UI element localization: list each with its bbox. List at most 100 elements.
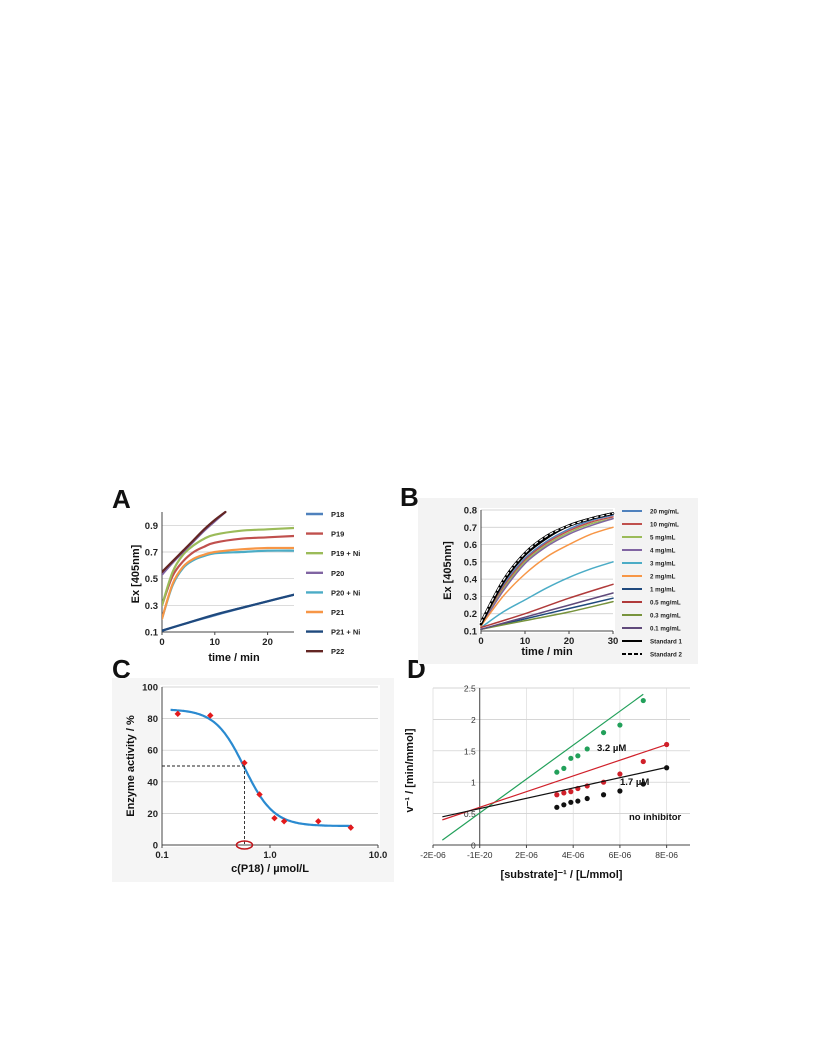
y-tick-label: 0: [471, 841, 476, 851]
series-line-1: [162, 534, 294, 607]
x-tick-label: 6E-06: [609, 850, 632, 860]
series-line-6: [162, 593, 294, 632]
x-tick-label: 8E-06: [655, 850, 678, 860]
y-tick-label: 0.3: [464, 592, 477, 603]
fit-line-0: [441, 693, 644, 841]
legend-label-6: P21 + Ni: [331, 628, 360, 637]
series-line-3: [480, 517, 614, 627]
ic50-marker: [235, 840, 254, 850]
data-point-0-4: [584, 746, 590, 752]
fit-line-1: [442, 743, 667, 821]
legend-label-5: P21: [331, 608, 344, 617]
data-point-2-3: [575, 798, 581, 804]
y-tick-label: 60: [147, 746, 158, 757]
data-point-5: [280, 818, 288, 825]
data-point-1-6: [617, 771, 623, 777]
data-point-2-1: [561, 802, 567, 808]
y-tick-label: 0.4: [464, 575, 478, 586]
x-tick-label: 4E-06: [562, 850, 585, 860]
legend-label-7: P22: [331, 647, 344, 656]
series-line-7: [480, 583, 614, 629]
series-line-7: [162, 510, 227, 574]
y-tick-label: 0.5: [464, 809, 476, 819]
data-point-2-8: [664, 765, 670, 771]
chart-c: 0.1 1.0 10.0 0 20 40 60 80 100 c(P18) / µmol/L Enz…: [112, 678, 394, 882]
y-tick-label: 0.7: [145, 548, 158, 559]
data-point-0-2: [568, 755, 574, 761]
data-point-2-5: [600, 792, 607, 798]
data-point-0: [174, 710, 181, 718]
series-line-2: [480, 517, 614, 627]
data-point-1: [207, 712, 214, 719]
series-line-8: [480, 600, 614, 631]
data-point-1-7: [640, 758, 646, 765]
legend-label-4: P20 + Ni: [331, 588, 360, 597]
y-axis-label: v⁻¹ / [min/mmol]: [404, 728, 416, 812]
legend-label-2: 5 mg/mL: [650, 534, 676, 541]
series-group: [162, 510, 294, 632]
series-line-9: [480, 592, 614, 631]
data-point-1-0: [554, 792, 560, 798]
y-tick-label: 20: [147, 809, 158, 820]
y-tick-label: 0.2: [464, 609, 477, 620]
plot-area: [160, 510, 296, 634]
x-tick-label: 0: [159, 637, 164, 648]
x-tick-label: 20: [564, 636, 575, 647]
x-tick-label: 10.0: [369, 850, 388, 861]
fit-curve: [170, 708, 352, 828]
panel-letter-c: C: [112, 654, 131, 684]
legend-label-3: P20: [331, 569, 344, 578]
y-tick-label: 40: [147, 777, 158, 788]
x-tick-label: 2E-06: [515, 850, 538, 860]
x-tick-label: -1E-20: [467, 850, 493, 860]
y-tick-label: 1: [471, 778, 476, 788]
data-point-0-1: [561, 765, 567, 771]
panel-letter-b: B: [400, 482, 419, 512]
y-axis-label: Ex [405nm]: [130, 544, 142, 603]
panel-letter-a: A: [112, 484, 131, 514]
x-axis-label: time / min: [521, 646, 573, 658]
y-tick-label: 0.5: [145, 574, 159, 585]
x-tick-label: -2E-06: [420, 850, 446, 860]
data-point-2-2: [568, 799, 574, 805]
plot-area: [431, 686, 692, 847]
data-point-0-0: [554, 769, 560, 775]
y-tick-label: 1.5: [464, 746, 476, 756]
legend-label-10: Standard 1: [650, 638, 683, 645]
data-point-1-2: [568, 789, 574, 795]
legend-label-0: P18: [331, 510, 344, 519]
x-axis-label: [substrate]⁻¹ / [L/mmol]: [501, 869, 623, 881]
y-axis-label: Enzyme activity / %: [125, 715, 137, 817]
series-line-0: [480, 514, 614, 627]
chart-a: 0 10 20 0.1 0.3 0.5 0.7 0.9 time / min Ex [405nm]…: [130, 510, 360, 664]
chart-b: 0 10 20 30 0.1 0.2 0.3 0.4 0.5 0.6 0.7 0.8 time / mi…: [418, 498, 698, 664]
legend-label-11: Standard 2: [650, 651, 683, 658]
legend-label-6: 1 mg/mL: [650, 586, 676, 593]
x-tick-label: 30: [608, 636, 619, 647]
data-point-0-3: [575, 753, 581, 759]
series-label-1: 1.7 µM: [620, 777, 649, 788]
y-tick-label: 0.7: [464, 523, 477, 534]
series-line-2: [162, 526, 294, 607]
y-tick-label: 0.5: [464, 557, 478, 568]
legend-label-9: 0.1 mg/mL: [650, 625, 681, 632]
legend-label-3: 4 mg/mL: [650, 547, 676, 554]
y-tick-label: 2: [471, 715, 476, 725]
data-point-7: [347, 824, 355, 831]
data-point-0-7: [640, 697, 646, 704]
legend-label-2: P19 + Ni: [331, 549, 360, 558]
x-tick-label: 10: [520, 636, 531, 647]
legend-label-7: 0.5 mg/mL: [650, 599, 681, 606]
x-tick-label: 1.0: [263, 850, 276, 861]
y-tick-label: 0.9: [145, 521, 158, 532]
y-tick-label: 0.6: [464, 540, 477, 551]
data-point-2-7: [640, 781, 646, 787]
data-point-2-6: [617, 788, 623, 794]
legend-label-1: 10 mg/mL: [650, 521, 679, 528]
y-axis-label: Ex [405nm]: [442, 541, 454, 600]
data-point-2: [241, 759, 248, 767]
data-point-2-0: [554, 804, 560, 810]
series-label-0: 3.2 µM: [597, 743, 626, 754]
legend-label-8: 0.3 mg/mL: [650, 612, 681, 619]
